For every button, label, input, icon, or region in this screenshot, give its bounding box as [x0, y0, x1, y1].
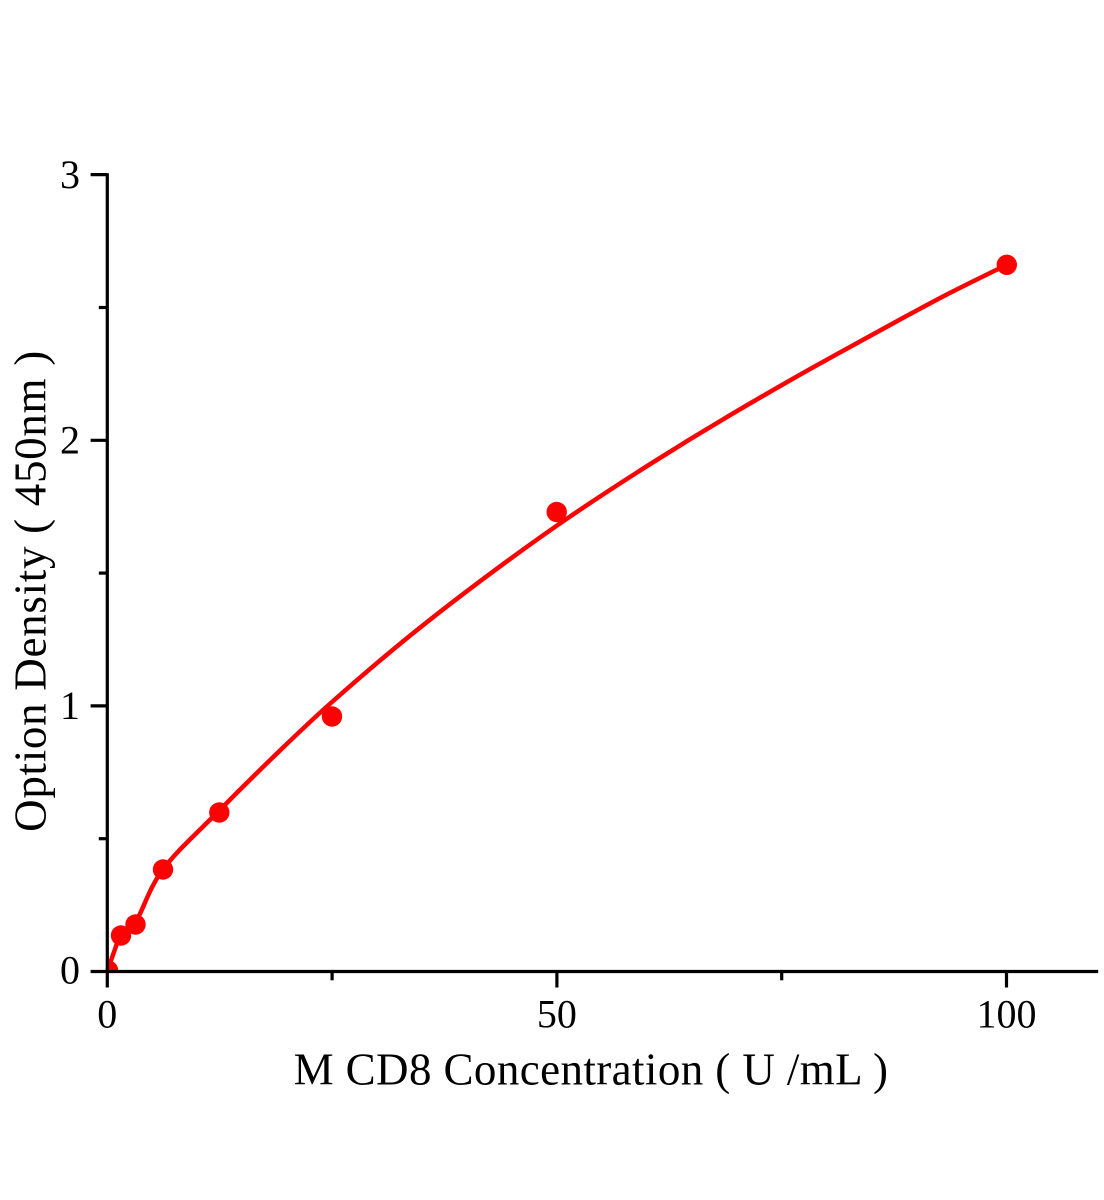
svg-text:2: 2 — [60, 417, 80, 462]
svg-text:0: 0 — [97, 992, 117, 1037]
svg-text:1: 1 — [60, 683, 80, 728]
svg-text:50: 50 — [537, 992, 577, 1037]
svg-text:3: 3 — [60, 152, 80, 197]
svg-text:100: 100 — [977, 992, 1037, 1037]
svg-text:Option Density ( 450nm ): Option Density ( 450nm ) — [6, 350, 56, 832]
svg-text:M CD8 Concentration ( U /mL ): M CD8 Concentration ( U /mL ) — [294, 1044, 889, 1094]
svg-text:0: 0 — [60, 947, 80, 992]
